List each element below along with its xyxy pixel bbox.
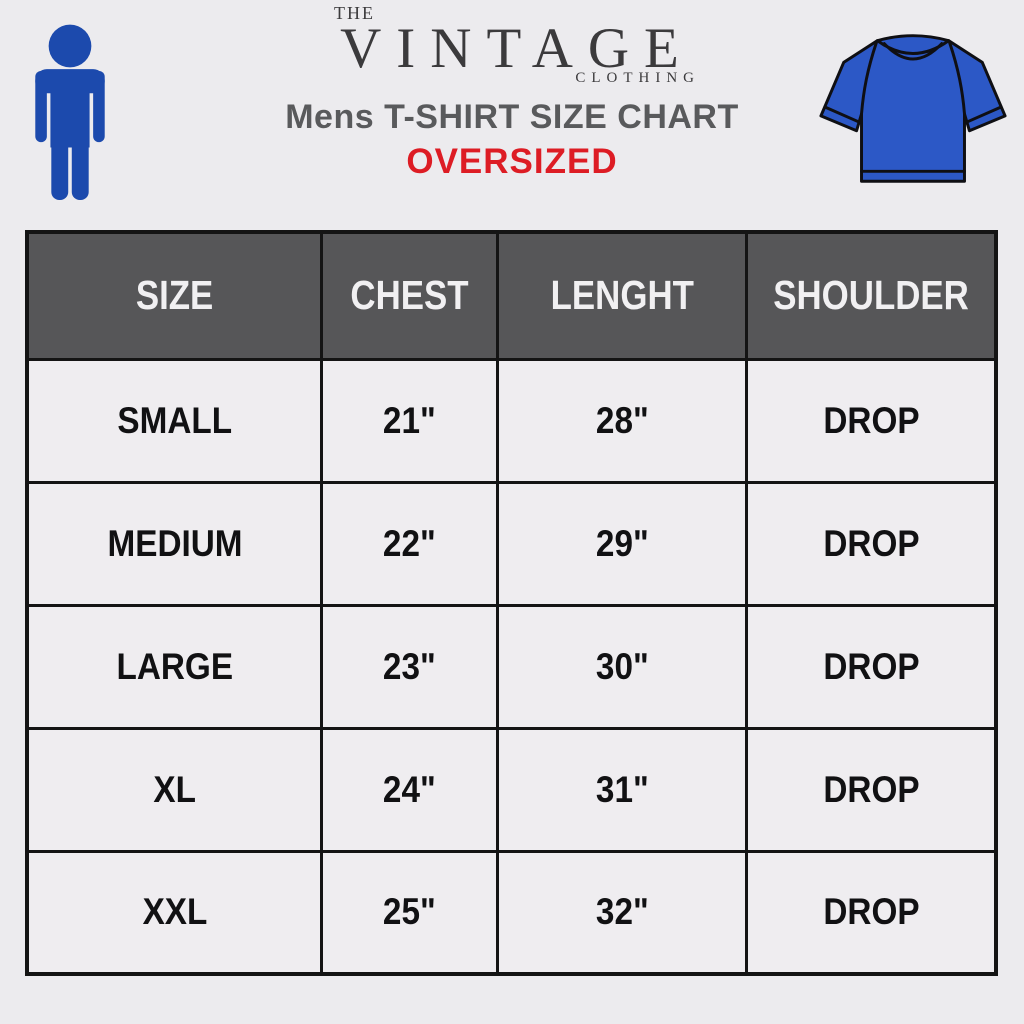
cell-length: 29" bbox=[496, 480, 749, 607]
table-row: XXL 25" 32" DROP bbox=[25, 849, 998, 976]
table-row: MEDIUM 22" 29" DROP bbox=[25, 480, 998, 607]
cell-length: 32" bbox=[496, 849, 749, 976]
oversized-label: OVERSIZED bbox=[406, 142, 618, 181]
table-header-row: SIZE CHEST LENGHT SHOULDER bbox=[25, 230, 998, 361]
cell-chest: 22" bbox=[320, 480, 500, 607]
cell-size: LARGE bbox=[25, 603, 324, 730]
cell-size: MEDIUM bbox=[25, 480, 324, 607]
cell-length: 30" bbox=[496, 603, 749, 730]
column-header-length: LENGHT bbox=[496, 230, 749, 361]
cell-shoulder: DROP bbox=[745, 849, 998, 976]
header-block: THE VINTAGE CLOTHING Mens T-SHIRT SIZE C… bbox=[262, 4, 762, 182]
column-header-chest: CHEST bbox=[320, 230, 500, 361]
cell-chest: 23" bbox=[320, 603, 500, 730]
cell-shoulder: DROP bbox=[745, 480, 998, 607]
cell-size: XXL bbox=[25, 849, 324, 976]
size-chart-table: SIZE CHEST LENGHT SHOULDER SMALL 21" 28"… bbox=[25, 230, 998, 976]
table-row: XL 24" 31" DROP bbox=[25, 726, 998, 853]
table-row: LARGE 23" 30" DROP bbox=[25, 603, 998, 730]
tshirt-icon bbox=[819, 34, 1007, 183]
column-header-shoulder: SHOULDER bbox=[745, 230, 998, 361]
brand-clothing: CLOTHING bbox=[575, 70, 700, 86]
page-title: Mens T-SHIRT SIZE CHART bbox=[285, 98, 739, 136]
cell-size: SMALL bbox=[25, 357, 324, 484]
cell-size: XL bbox=[25, 726, 324, 853]
cell-chest: 21" bbox=[320, 357, 500, 484]
table-row: SMALL 21" 28" DROP bbox=[25, 357, 998, 484]
cell-length: 31" bbox=[496, 726, 749, 853]
cell-chest: 25" bbox=[320, 849, 500, 976]
column-header-size: SIZE bbox=[25, 230, 324, 361]
brand-the: THE bbox=[334, 3, 375, 23]
cell-length: 28" bbox=[496, 357, 749, 484]
cell-shoulder: DROP bbox=[745, 726, 998, 853]
cell-shoulder: DROP bbox=[745, 603, 998, 730]
cell-chest: 24" bbox=[320, 726, 500, 853]
cell-shoulder: DROP bbox=[745, 357, 998, 484]
male-figure-icon bbox=[35, 24, 105, 200]
brand-name: VINTAGE bbox=[340, 17, 694, 80]
